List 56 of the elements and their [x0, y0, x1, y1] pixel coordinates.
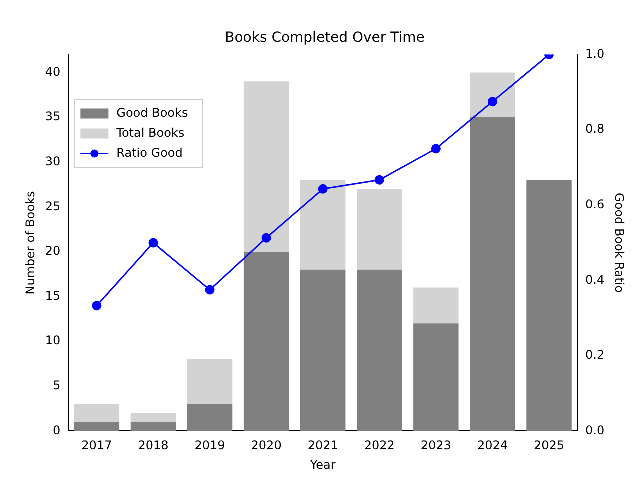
y-tick-label: 40 [45, 64, 61, 79]
chart-title: Books Completed Over Time [225, 30, 425, 46]
x-tick-label: 2024 [477, 438, 508, 453]
x-tick-label: 2023 [420, 438, 452, 453]
x-tick-label: 2022 [364, 438, 395, 453]
y2-tick-label: 0.6 [586, 197, 605, 212]
x-tick-label: 2025 [534, 438, 565, 453]
point [92, 301, 102, 311]
point [318, 184, 328, 194]
bar [357, 270, 402, 432]
point [262, 233, 272, 243]
bar [526, 180, 572, 432]
y-tick-label: 30 [45, 154, 61, 168]
y2-tick-label: 1.0 [586, 46, 605, 61]
bar [470, 118, 516, 432]
bar [244, 82, 290, 252]
point [205, 285, 215, 295]
bar [187, 360, 233, 404]
legend-label: Good Books [116, 106, 188, 120]
bar [300, 270, 346, 432]
legend-label: Ratio Good [116, 146, 183, 160]
y2-tick-label: 0.0 [586, 423, 605, 438]
point [488, 97, 498, 107]
x-axis-title: Year [309, 458, 336, 472]
y-tick-label: 10 [45, 334, 61, 348]
bar [414, 324, 459, 432]
bar [470, 72, 516, 118]
x-tick-label: 2020 [251, 438, 282, 453]
bar [130, 422, 176, 432]
bar [357, 189, 402, 270]
bar [74, 404, 120, 422]
y-tick-label: 0 [53, 423, 61, 438]
legend-label: Total Books [116, 126, 185, 140]
bar [244, 252, 290, 432]
bar [74, 422, 120, 432]
y-tick-label: 25 [45, 199, 61, 214]
bar [187, 404, 233, 432]
y-tick-label: 15 [45, 288, 61, 303]
bar [414, 288, 459, 324]
bar [300, 180, 346, 270]
bar [130, 413, 176, 422]
y-tick-label: 5 [53, 378, 61, 393]
y-tick-label: 20 [45, 244, 61, 258]
point [374, 175, 384, 185]
x-tick-label: 2021 [308, 438, 338, 453]
y2-axis-title: Good Book Ratio [612, 193, 627, 293]
y2-tick-label: 0.8 [586, 122, 605, 136]
y2-tick-label: 0.4 [586, 272, 605, 287]
x-tick-label: 2017 [82, 438, 112, 453]
x-tick-label: 2018 [138, 438, 169, 453]
y-axis-title: Number of Books [23, 191, 38, 295]
y-tick-label: 35 [45, 110, 61, 124]
point [148, 238, 158, 248]
y2-tick-label: 0.2 [586, 348, 605, 362]
point [431, 144, 441, 154]
x-tick-label: 2019 [194, 438, 226, 453]
